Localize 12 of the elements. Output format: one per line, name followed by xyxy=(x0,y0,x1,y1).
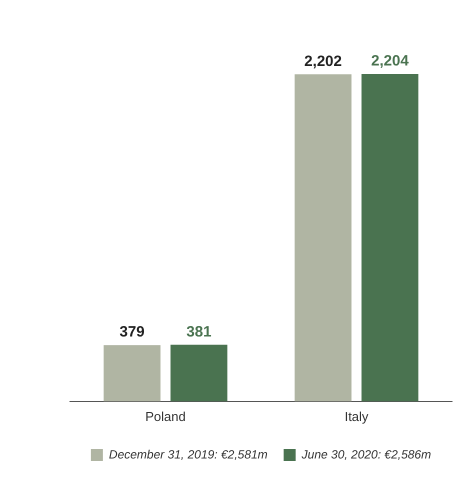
data-label: 2,202 xyxy=(304,52,342,70)
data-label: 379 xyxy=(120,324,145,341)
data-label: 381 xyxy=(186,323,212,340)
legend-label: June 30, 2020: €2,586m xyxy=(300,447,432,462)
data-label: 2,204 xyxy=(371,52,410,70)
bar xyxy=(362,74,418,402)
x-tick-label: Italy xyxy=(344,408,369,424)
bar xyxy=(104,345,160,402)
x-tick-label: Poland xyxy=(145,408,186,424)
legend-label: December 31, 2019: €2,581m xyxy=(108,447,268,462)
bar xyxy=(170,344,228,402)
bar xyxy=(294,74,352,402)
